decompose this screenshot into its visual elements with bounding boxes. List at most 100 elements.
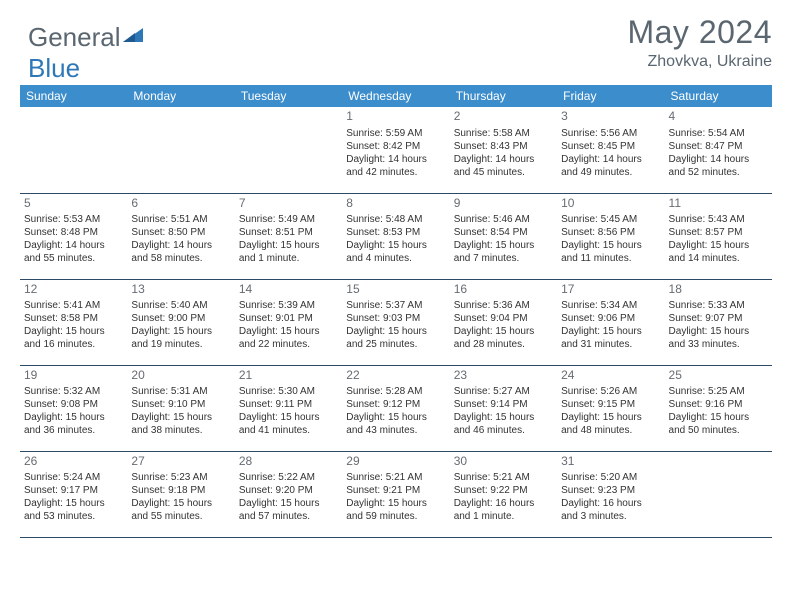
date-number: 4 xyxy=(669,109,768,125)
calendar-cell: 3Sunrise: 5:56 AMSunset: 8:45 PMDaylight… xyxy=(557,107,664,193)
calendar-cell: 15Sunrise: 5:37 AMSunset: 9:03 PMDayligh… xyxy=(342,279,449,365)
sunset-text: Sunset: 9:01 PM xyxy=(239,312,338,325)
calendar-cell: 12Sunrise: 5:41 AMSunset: 8:58 PMDayligh… xyxy=(20,279,127,365)
sunrise-text: Sunrise: 5:39 AM xyxy=(239,299,338,312)
calendar-cell: 5Sunrise: 5:53 AMSunset: 8:48 PMDaylight… xyxy=(20,193,127,279)
daylight-text: Daylight: 14 hours xyxy=(454,153,553,166)
daylight-text: and 3 minutes. xyxy=(561,510,660,523)
sunset-text: Sunset: 9:17 PM xyxy=(24,484,123,497)
calendar-cell xyxy=(235,107,342,193)
daylight-text: Daylight: 14 hours xyxy=(669,153,768,166)
daylight-text: and 38 minutes. xyxy=(131,424,230,437)
sunset-text: Sunset: 8:45 PM xyxy=(561,140,660,153)
daylight-text: Daylight: 15 hours xyxy=(239,239,338,252)
daylight-text: Daylight: 15 hours xyxy=(346,411,445,424)
date-number: 11 xyxy=(669,196,768,212)
daylight-text: and 1 minute. xyxy=(239,252,338,265)
daylight-text: and 55 minutes. xyxy=(24,252,123,265)
date-number: 7 xyxy=(239,196,338,212)
daylight-text: Daylight: 14 hours xyxy=(346,153,445,166)
daylight-text: and 41 minutes. xyxy=(239,424,338,437)
daylight-text: Daylight: 15 hours xyxy=(24,497,123,510)
day-header: Monday xyxy=(127,85,234,107)
daylight-text: and 22 minutes. xyxy=(239,338,338,351)
sunset-text: Sunset: 9:08 PM xyxy=(24,398,123,411)
date-number: 22 xyxy=(346,368,445,384)
daylight-text: Daylight: 15 hours xyxy=(669,239,768,252)
daylight-text: and 55 minutes. xyxy=(131,510,230,523)
daylight-text: Daylight: 15 hours xyxy=(346,239,445,252)
daylight-text: and 36 minutes. xyxy=(24,424,123,437)
daylight-text: and 42 minutes. xyxy=(346,166,445,179)
date-number: 31 xyxy=(561,454,660,470)
date-number: 5 xyxy=(24,196,123,212)
logo: General Blue xyxy=(28,20,147,84)
sunset-text: Sunset: 8:43 PM xyxy=(454,140,553,153)
sunset-text: Sunset: 8:57 PM xyxy=(669,226,768,239)
daylight-text: Daylight: 14 hours xyxy=(131,239,230,252)
calendar-cell: 11Sunrise: 5:43 AMSunset: 8:57 PMDayligh… xyxy=(665,193,772,279)
daylight-text: Daylight: 14 hours xyxy=(24,239,123,252)
logo-text-2: Blue xyxy=(28,53,80,83)
daylight-text: and 31 minutes. xyxy=(561,338,660,351)
sunrise-text: Sunrise: 5:27 AM xyxy=(454,385,553,398)
daylight-text: Daylight: 15 hours xyxy=(669,411,768,424)
sunset-text: Sunset: 8:51 PM xyxy=(239,226,338,239)
calendar-row: 26Sunrise: 5:24 AMSunset: 9:17 PMDayligh… xyxy=(20,451,772,537)
daylight-text: and 45 minutes. xyxy=(454,166,553,179)
sunset-text: Sunset: 9:20 PM xyxy=(239,484,338,497)
sunrise-text: Sunrise: 5:37 AM xyxy=(346,299,445,312)
calendar-cell xyxy=(20,107,127,193)
date-number: 14 xyxy=(239,282,338,298)
daylight-text: Daylight: 15 hours xyxy=(131,497,230,510)
sunset-text: Sunset: 9:15 PM xyxy=(561,398,660,411)
sunrise-text: Sunrise: 5:26 AM xyxy=(561,385,660,398)
calendar-cell: 10Sunrise: 5:45 AMSunset: 8:56 PMDayligh… xyxy=(557,193,664,279)
sunrise-text: Sunrise: 5:53 AM xyxy=(24,213,123,226)
date-number: 3 xyxy=(561,109,660,125)
sunrise-text: Sunrise: 5:34 AM xyxy=(561,299,660,312)
calendar-cell: 27Sunrise: 5:23 AMSunset: 9:18 PMDayligh… xyxy=(127,451,234,537)
daylight-text: Daylight: 15 hours xyxy=(454,239,553,252)
calendar-row: 1Sunrise: 5:59 AMSunset: 8:42 PMDaylight… xyxy=(20,107,772,193)
sunset-text: Sunset: 8:58 PM xyxy=(24,312,123,325)
daylight-text: Daylight: 15 hours xyxy=(561,325,660,338)
sunrise-text: Sunrise: 5:48 AM xyxy=(346,213,445,226)
date-number: 1 xyxy=(346,109,445,125)
daylight-text: Daylight: 15 hours xyxy=(24,411,123,424)
sunrise-text: Sunrise: 5:25 AM xyxy=(669,385,768,398)
calendar-cell: 21Sunrise: 5:30 AMSunset: 9:11 PMDayligh… xyxy=(235,365,342,451)
calendar-cell: 28Sunrise: 5:22 AMSunset: 9:20 PMDayligh… xyxy=(235,451,342,537)
sunset-text: Sunset: 9:00 PM xyxy=(131,312,230,325)
day-header: Sunday xyxy=(20,85,127,107)
day-header: Wednesday xyxy=(342,85,449,107)
sunset-text: Sunset: 9:12 PM xyxy=(346,398,445,411)
daylight-text: Daylight: 15 hours xyxy=(24,325,123,338)
calendar-cell: 1Sunrise: 5:59 AMSunset: 8:42 PMDaylight… xyxy=(342,107,449,193)
sunrise-text: Sunrise: 5:32 AM xyxy=(24,385,123,398)
calendar-cell: 7Sunrise: 5:49 AMSunset: 8:51 PMDaylight… xyxy=(235,193,342,279)
sunrise-text: Sunrise: 5:24 AM xyxy=(24,471,123,484)
daylight-text: Daylight: 15 hours xyxy=(561,411,660,424)
calendar-cell: 6Sunrise: 5:51 AMSunset: 8:50 PMDaylight… xyxy=(127,193,234,279)
daylight-text: and 7 minutes. xyxy=(454,252,553,265)
sunrise-text: Sunrise: 5:33 AM xyxy=(669,299,768,312)
calendar-cell: 20Sunrise: 5:31 AMSunset: 9:10 PMDayligh… xyxy=(127,365,234,451)
daylight-text: and 28 minutes. xyxy=(454,338,553,351)
calendar-row: 5Sunrise: 5:53 AMSunset: 8:48 PMDaylight… xyxy=(20,193,772,279)
sunset-text: Sunset: 9:22 PM xyxy=(454,484,553,497)
date-number: 21 xyxy=(239,368,338,384)
date-number: 15 xyxy=(346,282,445,298)
calendar-cell: 14Sunrise: 5:39 AMSunset: 9:01 PMDayligh… xyxy=(235,279,342,365)
day-header: Tuesday xyxy=(235,85,342,107)
daylight-text: and 59 minutes. xyxy=(346,510,445,523)
sunrise-text: Sunrise: 5:51 AM xyxy=(131,213,230,226)
sunrise-text: Sunrise: 5:22 AM xyxy=(239,471,338,484)
sunset-text: Sunset: 9:06 PM xyxy=(561,312,660,325)
date-number: 24 xyxy=(561,368,660,384)
calendar-cell xyxy=(665,451,772,537)
sunset-text: Sunset: 9:10 PM xyxy=(131,398,230,411)
sunrise-text: Sunrise: 5:21 AM xyxy=(346,471,445,484)
sunset-text: Sunset: 9:04 PM xyxy=(454,312,553,325)
daylight-text: Daylight: 15 hours xyxy=(669,325,768,338)
